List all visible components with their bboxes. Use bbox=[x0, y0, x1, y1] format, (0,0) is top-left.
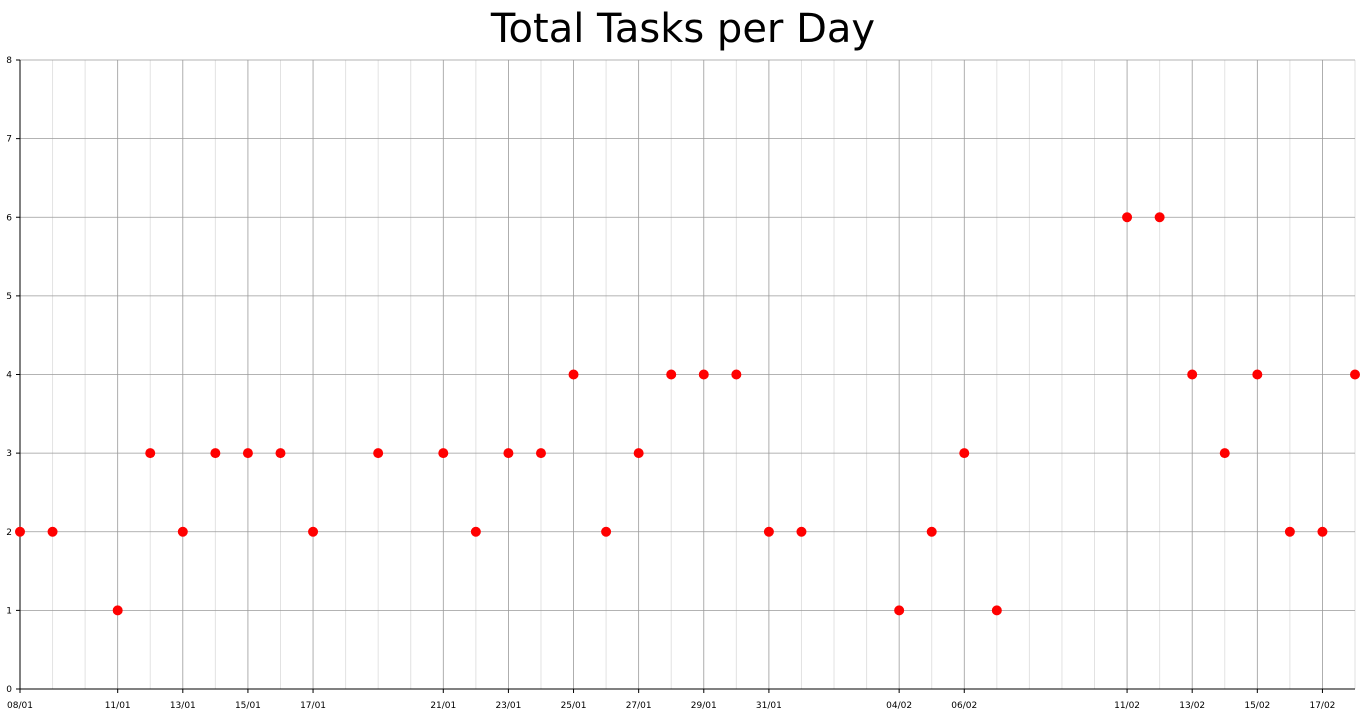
x-tick-labels: 08/01 11/01 13/01 15/01 17/01 21/01 23/01 25/01… bbox=[7, 701, 1335, 711]
x-tick-label: 17/02 bbox=[1309, 701, 1335, 711]
x-tick-label: 15/02 bbox=[1244, 701, 1270, 711]
y-tick-labels: 0 1 2 3 4 5 6 7 8 bbox=[6, 56, 12, 695]
x-tick-label: 04/02 bbox=[886, 701, 912, 711]
data-point bbox=[242, 448, 253, 459]
data-point bbox=[991, 605, 1002, 616]
data-point bbox=[535, 448, 546, 459]
data-point bbox=[15, 526, 25, 537]
data-point bbox=[926, 526, 937, 537]
x-tick-label: 21/01 bbox=[430, 701, 456, 711]
data-point bbox=[503, 448, 514, 459]
x-tick-label: 13/01 bbox=[170, 701, 196, 711]
x-tick-label: 06/02 bbox=[951, 701, 977, 711]
data-point bbox=[894, 605, 905, 616]
y-tick-label: 5 bbox=[6, 292, 12, 302]
data-point bbox=[601, 526, 612, 537]
y-tick-label: 7 bbox=[6, 135, 12, 145]
x-tick-label: 13/02 bbox=[1179, 701, 1205, 711]
data-point bbox=[1187, 369, 1198, 380]
x-tick-label: 29/01 bbox=[691, 701, 717, 711]
data-points bbox=[15, 212, 1360, 616]
data-point bbox=[470, 526, 481, 537]
y-tick-label: 2 bbox=[6, 528, 12, 538]
data-point bbox=[1317, 526, 1328, 537]
chart-title: Total Tasks per Day bbox=[490, 6, 876, 52]
data-point bbox=[698, 369, 709, 380]
y-tick-label: 4 bbox=[6, 371, 12, 381]
data-point bbox=[145, 448, 156, 459]
data-point bbox=[1122, 212, 1133, 223]
data-point bbox=[1284, 526, 1295, 537]
x-tick-label: 11/01 bbox=[105, 701, 131, 711]
x-tick-label: 15/01 bbox=[235, 701, 261, 711]
major-gridlines bbox=[19, 59, 1355, 690]
axes bbox=[16, 59, 1355, 693]
y-tick-label: 8 bbox=[6, 56, 12, 66]
data-point bbox=[47, 526, 58, 537]
y-tick-label: 3 bbox=[6, 449, 12, 459]
y-tick-label: 0 bbox=[6, 685, 12, 695]
data-point bbox=[666, 369, 677, 380]
data-point bbox=[633, 448, 644, 459]
data-point bbox=[1219, 448, 1230, 459]
data-point bbox=[112, 605, 123, 616]
data-point bbox=[1350, 369, 1360, 380]
data-point bbox=[373, 448, 384, 459]
x-tick-label: 23/01 bbox=[495, 701, 521, 711]
data-point bbox=[308, 526, 319, 537]
x-tick-label: 17/01 bbox=[300, 701, 326, 711]
y-tick-label: 1 bbox=[6, 606, 12, 616]
x-tick-label: 08/01 bbox=[7, 701, 33, 711]
x-tick-label: 31/01 bbox=[756, 701, 782, 711]
data-point bbox=[959, 448, 970, 459]
data-point bbox=[731, 369, 742, 380]
y-tick-label: 6 bbox=[6, 213, 12, 223]
data-point bbox=[177, 526, 188, 537]
data-point bbox=[796, 526, 807, 537]
data-point bbox=[1154, 212, 1165, 223]
x-tick-label: 27/01 bbox=[626, 701, 652, 711]
data-point bbox=[763, 526, 774, 537]
data-point bbox=[210, 448, 221, 459]
data-point bbox=[1252, 369, 1263, 380]
x-tick-label: 11/02 bbox=[1114, 701, 1140, 711]
data-point bbox=[568, 369, 579, 380]
x-tick-label: 25/01 bbox=[561, 701, 587, 711]
data-point bbox=[438, 448, 449, 459]
data-point bbox=[275, 448, 286, 459]
